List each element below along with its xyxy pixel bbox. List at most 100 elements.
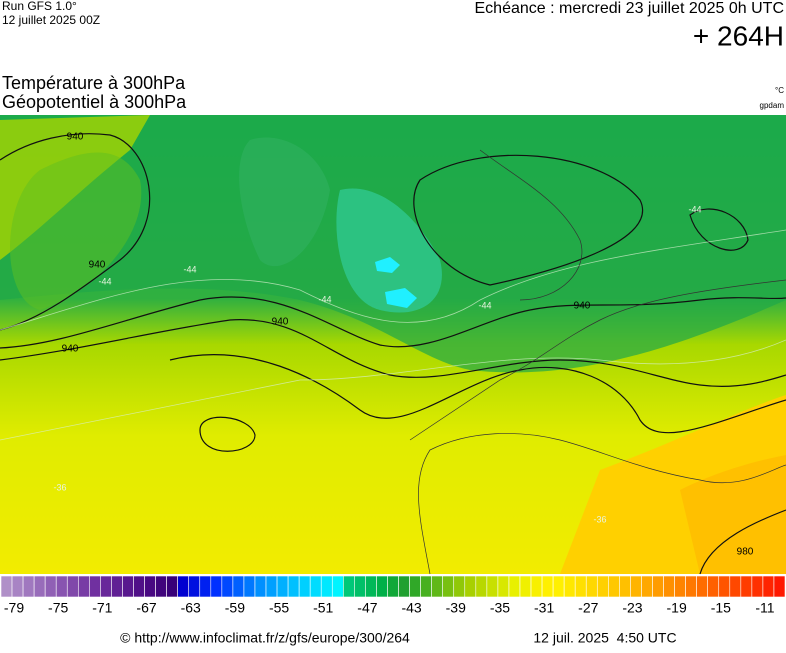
colorbar-tick-label: -75 [48,600,68,616]
coastlines [409,149,786,575]
colorbar-tick-label: -55 [269,600,289,616]
contour-line [199,416,256,452]
colorbar-swatch [652,575,664,598]
colorbar-swatch [166,575,178,598]
colorbar-swatch [199,575,212,598]
contour-line [0,319,786,387]
colorbar-swatch [740,575,753,598]
colorbar-swatch [55,575,68,598]
isotherm-label: -44 [478,300,491,310]
land-greenland [239,137,330,267]
geopotential-contours [0,133,786,575]
field-title-2: Géopotentiel à 300hPa [2,92,187,112]
isotherm-label: -36 [593,514,606,524]
colorbar-swatch [287,575,300,598]
contour-label: 940 [62,344,79,355]
colorbar-swatch [508,575,521,598]
colorbar-swatch [298,575,311,598]
colorbar-swatch [707,575,720,598]
colorbar-swatch [751,575,764,598]
colorbar-swatch [431,575,443,598]
colorbar-swatch [309,575,322,598]
colorbar-swatch [530,575,543,598]
contour-line [413,154,644,286]
colorbar-swatch [541,575,554,598]
colorbar-swatch [519,575,532,598]
colorbar-swatch [398,575,410,598]
unit-2: gpdam [760,101,785,110]
isotherm-label: -44 [688,204,701,214]
colorbar-swatch [630,575,642,598]
colorbar-swatch [265,575,278,598]
colorbar-swatch [442,575,455,598]
colorbar-swatch [574,575,587,598]
colorbar-swatch [243,575,256,598]
colorbar-swatch [210,575,223,598]
colorbar-swatch [276,575,289,598]
colorbar-tick-label: -71 [92,600,112,616]
colorbar-swatch [100,575,112,598]
colorbar-tick-label: -35 [490,600,510,616]
colorbar-swatch [343,575,355,598]
colorbar-tick-label: -15 [711,600,731,616]
colorbar-swatch [254,575,267,598]
contour-line [689,208,749,251]
colorbar-swatch [11,575,24,598]
unit-1: °C [775,86,784,95]
colorbar-swatch [365,575,377,598]
colorbar-swatch [420,575,432,598]
warm-patch [10,152,142,310]
colorbar-swatch [729,575,742,598]
colorbar-tick-label: -39 [446,600,466,616]
colorbar-swatch [685,575,697,598]
colorbar-swatch [585,575,598,598]
colorbar-swatch [387,575,399,598]
isotherm-label: -44 [98,276,111,286]
colorbar-swatch [122,575,134,598]
colorbar-swatch [696,575,709,598]
colorbar-swatch [33,575,46,598]
colorbar-swatch [563,575,576,598]
colorbar-swatch [331,575,344,598]
contour-label: 980 [737,547,754,558]
colorbar-swatch [475,575,488,598]
colorbar-swatch [66,575,79,598]
colorbar-swatch [608,575,620,598]
colorbar-swatch [320,575,333,598]
colorbar-swatch [0,575,13,598]
colorbar-swatch [486,575,499,598]
colorbar-swatch [188,575,201,598]
isotherm-line [0,339,786,441]
contour-line [699,509,786,575]
valid-time: Echéance : mercredi 23 juillet 2025 0h U… [475,0,785,17]
cold-core [385,288,417,308]
colorbar-swatch [111,575,123,598]
isotherm-line [0,229,786,331]
colorbar-swatch [773,575,786,598]
colorbar-swatch [641,575,653,598]
colorbar-swatch [133,575,145,598]
colorbar-swatch [232,575,245,598]
map-labels: 940 940 940 940 940 980 -44 -44 -44 -44 -44 -36 -36 [53,132,753,558]
colorbar-tick-label: -43 [401,600,421,616]
timestamp: 12 juil. 2025 4:50 UTC [533,630,676,646]
contour-label: 940 [89,260,106,271]
colorbar-swatch [144,575,156,598]
cold-core [336,188,442,313]
coastline [409,279,786,441]
colorbar-tick-label: -59 [225,600,245,616]
colorbar-swatch [674,575,686,598]
colorbar-swatch [718,575,731,598]
colorbar-tick-label: -67 [136,600,156,616]
field-title-1: Température à 300hPa [2,73,186,93]
colorbar-swatch [663,575,675,598]
coastline [479,149,583,301]
colorbar-tick-label: -79 [4,600,24,616]
coastline [418,433,786,575]
colorbar-tick-label: -23 [622,600,642,616]
colorbar-swatch [89,575,101,598]
colorbar-swatch [497,575,510,598]
colorbar-swatch [155,575,167,598]
isotherm-label: -44 [183,264,196,274]
colorbar-tick-label: -47 [357,600,377,616]
